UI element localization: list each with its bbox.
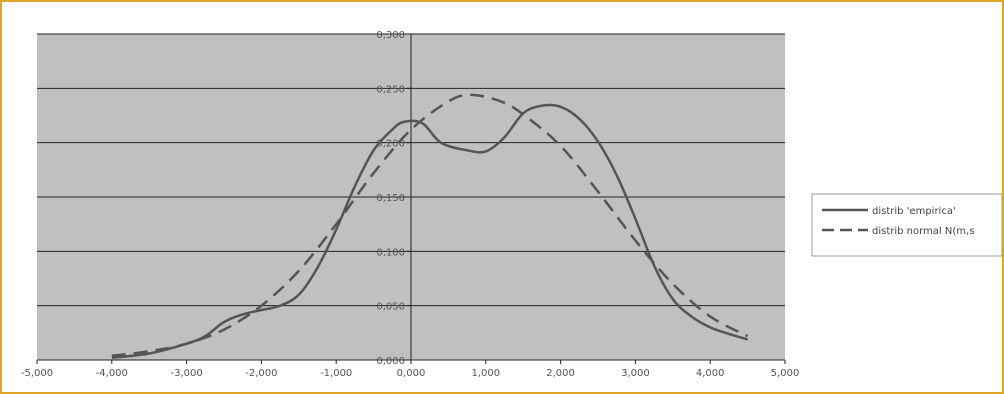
y-tick-label: 0,100 <box>376 247 405 258</box>
x-tick-label: -2,000 <box>245 368 277 379</box>
series-line-normal <box>111 93 749 357</box>
x-tick-label: 3,000 <box>621 368 650 379</box>
legend-label-empirica: distrib 'empirica' <box>872 206 956 217</box>
y-tick-label: 0,150 <box>376 193 405 204</box>
y-tick-label: 0,200 <box>376 139 405 150</box>
x-tick-label: -1,000 <box>320 368 352 379</box>
x-tick-label: 5,000 <box>771 368 800 379</box>
series-line-empirica <box>111 103 748 360</box>
legend: distrib 'empirica' distrib normal N(m,s <box>811 193 1003 257</box>
x-tick-label: -4,000 <box>96 368 128 379</box>
y-tick-label: 0,300 <box>376 30 405 41</box>
legend-label-normal: distrib normal N(m,s <box>872 226 974 237</box>
y-tick-label: 0,000 <box>376 356 405 367</box>
x-tick-label: -5,000 <box>21 368 53 379</box>
x-tick-label: 2,000 <box>546 368 575 379</box>
legend-box <box>811 193 1003 257</box>
x-tick-label: -3,000 <box>170 368 202 379</box>
y-tick-label: 0,050 <box>376 302 405 313</box>
x-tick-label: 1,000 <box>471 368 500 379</box>
x-tick-label: 4,000 <box>696 368 725 379</box>
y-tick-label: 0,250 <box>376 84 405 95</box>
x-tick-label: 0,000 <box>397 368 426 379</box>
